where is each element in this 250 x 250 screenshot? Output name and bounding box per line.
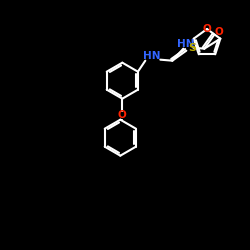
Text: S: S — [188, 43, 196, 53]
Text: O: O — [118, 110, 127, 120]
Text: HN: HN — [142, 51, 160, 61]
Text: O: O — [215, 27, 224, 37]
Text: HN: HN — [176, 39, 194, 49]
Text: O: O — [202, 24, 211, 34]
